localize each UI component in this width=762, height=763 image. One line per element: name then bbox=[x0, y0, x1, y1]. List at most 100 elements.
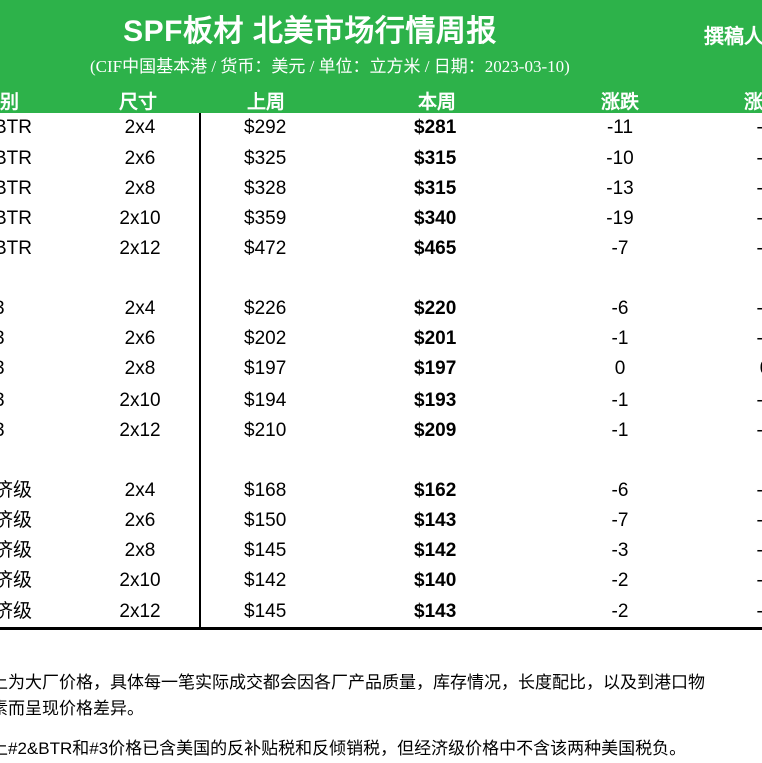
change-pct-value: -4 bbox=[735, 510, 762, 532]
change-value: -3 bbox=[611, 540, 629, 561]
grade-cell: 济级 bbox=[0, 570, 33, 591]
this-week-price: $220 bbox=[414, 298, 457, 319]
grade-cell: 3 bbox=[0, 358, 40, 380]
size-cell: 2x10 bbox=[119, 570, 161, 591]
footnote-line-1: 上为大厂价格，具体每一笔实际成交都会因各厂产品质量，库存情况，长度配比，以及到港… bbox=[0, 673, 705, 692]
change-value: -1 bbox=[611, 420, 629, 441]
size-cell: 2x12 bbox=[119, 238, 161, 259]
this-week-price: $162 bbox=[414, 480, 457, 501]
this-week-price: $143 bbox=[414, 510, 457, 531]
last-week-price: $292 bbox=[244, 117, 287, 138]
change-pct-value: -4 bbox=[735, 178, 762, 200]
change-pct-value: -0 bbox=[735, 328, 762, 350]
change-value: -2 bbox=[611, 570, 629, 591]
size-cell: 2x4 bbox=[124, 298, 156, 319]
size-cell: 2x12 bbox=[119, 601, 161, 622]
grade-cell: BTR bbox=[0, 148, 32, 169]
size-cell: 2x4 bbox=[124, 480, 156, 501]
last-week-price: $142 bbox=[244, 570, 287, 591]
last-week-price: $168 bbox=[244, 480, 287, 501]
this-week-price: $209 bbox=[414, 420, 457, 441]
size-cell: 2x6 bbox=[124, 148, 156, 169]
size-cell: 2x8 bbox=[124, 358, 156, 379]
table-bottom-border bbox=[0, 627, 762, 630]
size-cell: 2x10 bbox=[119, 208, 161, 229]
grade-cell: 济级 bbox=[0, 510, 33, 531]
col-header-grade: 别 bbox=[0, 92, 20, 113]
change-value: -13 bbox=[606, 178, 634, 199]
last-week-price: $226 bbox=[244, 298, 287, 319]
last-week-price: $202 bbox=[244, 328, 287, 349]
change-value: -19 bbox=[606, 208, 634, 229]
col-header-change: 涨跌 bbox=[601, 92, 640, 113]
grade-cell: 3 bbox=[0, 328, 40, 350]
col-header-this-week: 本周 bbox=[418, 92, 457, 113]
change-value: -1 bbox=[611, 328, 629, 349]
last-week-price: $359 bbox=[244, 208, 287, 229]
last-week-price: $328 bbox=[244, 178, 287, 199]
grade-cell: BTR bbox=[0, 208, 32, 229]
grade-cell: 3 bbox=[0, 390, 40, 412]
last-week-price: $145 bbox=[244, 540, 287, 561]
this-week-price: $140 bbox=[414, 570, 457, 591]
last-week-price: $472 bbox=[244, 238, 287, 259]
this-week-price: $201 bbox=[414, 328, 457, 349]
change-value: -2 bbox=[611, 601, 629, 622]
author-label: 撰稿人 bbox=[704, 26, 762, 48]
this-week-price: $281 bbox=[414, 117, 457, 138]
grade-cell: 3 bbox=[0, 298, 40, 320]
change-pct-value: -0 bbox=[735, 420, 762, 442]
col-header-last-week: 上周 bbox=[247, 92, 286, 113]
grade-cell: 济级 bbox=[0, 480, 33, 501]
grade-cell: 3 bbox=[0, 420, 40, 442]
size-cell: 2x4 bbox=[124, 117, 156, 138]
grade-cell: BTR bbox=[0, 117, 32, 138]
size-cell: 2x10 bbox=[119, 390, 161, 411]
footnote-line-2: 素而呈现价格差异。 bbox=[0, 699, 144, 718]
this-week-price: $143 bbox=[414, 601, 457, 622]
change-value: -1 bbox=[611, 390, 629, 411]
change-value: -7 bbox=[611, 510, 629, 531]
column-divider bbox=[199, 113, 201, 630]
last-week-price: $197 bbox=[244, 358, 287, 379]
this-week-price: $193 bbox=[414, 390, 457, 411]
change-pct-value: -1 bbox=[735, 238, 762, 260]
change-value: 0 bbox=[614, 358, 626, 379]
last-week-price: $145 bbox=[244, 601, 287, 622]
col-header-size: 尺寸 bbox=[119, 92, 158, 113]
grade-cell: 济级 bbox=[0, 540, 33, 561]
grade-cell: 济级 bbox=[0, 601, 33, 622]
grade-cell: BTR bbox=[0, 178, 32, 199]
last-week-price: $325 bbox=[244, 148, 287, 169]
size-cell: 2x8 bbox=[124, 540, 156, 561]
report-subtitle: (CIF中国基本港 / 货币：美元 / 单位：立方米 / 日期：2023-03-… bbox=[90, 57, 570, 76]
change-value: -11 bbox=[606, 117, 634, 138]
change-pct-value: -2 bbox=[735, 298, 762, 320]
footnote-line-3: 上#2&BTR和#3价格已含美国的反补贴税和反倾销税，但经济级价格中不含该两种美… bbox=[0, 739, 687, 758]
size-cell: 2x12 bbox=[119, 420, 161, 441]
change-value: -6 bbox=[611, 480, 629, 501]
change-pct-value: -3 bbox=[735, 148, 762, 170]
last-week-price: $210 bbox=[244, 420, 287, 441]
change-value: -6 bbox=[611, 298, 629, 319]
change-pct-value: -1 bbox=[735, 601, 762, 623]
change-pct-value: -3 bbox=[735, 117, 762, 139]
this-week-price: $315 bbox=[414, 148, 457, 169]
change-pct-value: -5 bbox=[735, 208, 762, 230]
this-week-price: $315 bbox=[414, 178, 457, 199]
change-pct-value: 0 bbox=[735, 358, 762, 380]
change-pct-value: -0 bbox=[735, 390, 762, 412]
last-week-price: $150 bbox=[244, 510, 287, 531]
this-week-price: $340 bbox=[414, 208, 457, 229]
last-week-price: $194 bbox=[244, 390, 287, 411]
change-value: -10 bbox=[606, 148, 634, 169]
change-value: -7 bbox=[611, 238, 629, 259]
this-week-price: $142 bbox=[414, 540, 457, 561]
size-cell: 2x6 bbox=[124, 510, 156, 531]
grade-cell: BTR bbox=[0, 238, 32, 259]
change-pct-value: -1 bbox=[735, 570, 762, 592]
report-title: SPF板材 北美市场行情周报 bbox=[123, 15, 497, 48]
size-cell: 2x8 bbox=[124, 178, 156, 199]
change-pct-value: -2 bbox=[735, 540, 762, 562]
size-cell: 2x6 bbox=[124, 328, 156, 349]
